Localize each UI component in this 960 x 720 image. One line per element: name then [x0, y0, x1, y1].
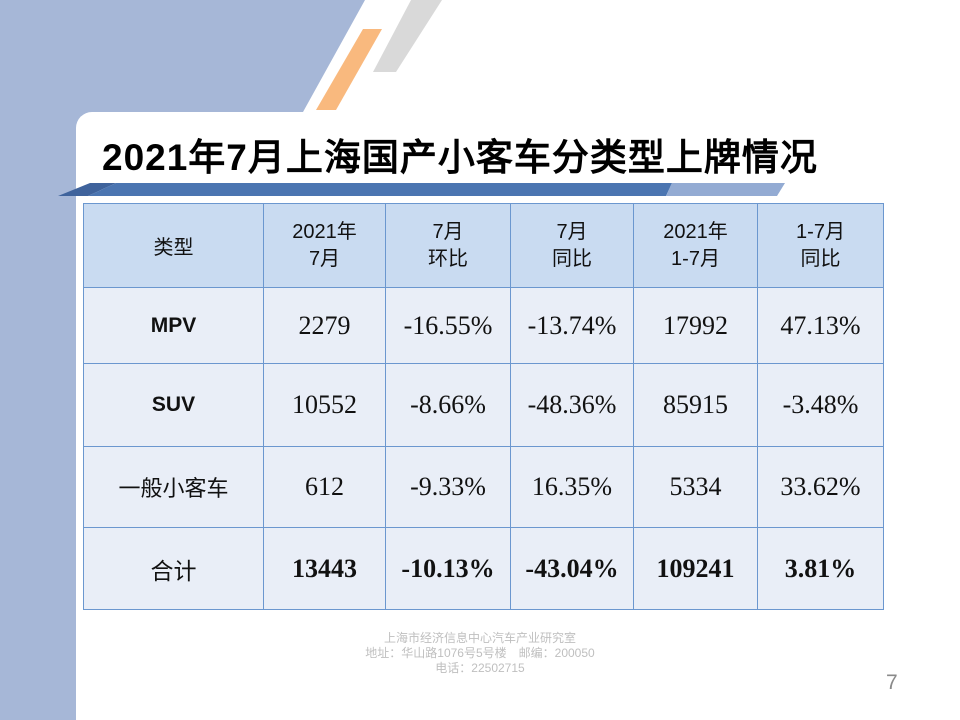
row-label: SUV — [83, 363, 264, 447]
gray-diagonal-stripe-icon — [373, 0, 442, 72]
header-label: 2021年 — [292, 220, 357, 243]
cell-value: 10552 — [263, 363, 386, 447]
header-label: 环比 — [428, 247, 468, 270]
cell-value: 2279 — [263, 287, 386, 364]
row-label: MPV — [83, 287, 264, 364]
header-cell-mom: 7月 环比 — [385, 203, 511, 288]
header-label: 7月 — [556, 220, 588, 243]
cell-value: -13.74% — [510, 287, 634, 364]
header-label: 2021年 — [663, 220, 728, 243]
footer-address-line: 地址：华山路1076号5号楼 邮编：200050 — [365, 646, 595, 660]
header-cell-type: 类型 — [83, 203, 264, 288]
cell-value: -9.33% — [385, 446, 511, 528]
header-label: 同比 — [800, 247, 841, 270]
cell-value: 16.35% — [510, 446, 634, 528]
cell-value: 5334 — [633, 446, 758, 528]
cell-value: -10.13% — [385, 527, 511, 610]
header-label: 7月 — [432, 220, 464, 243]
header-cell-yoy: 7月 同比 — [510, 203, 634, 288]
header-cell-2021-07: 2021年 7月 — [263, 203, 386, 288]
table-row-mpv: MPV 2279 -16.55% -13.74% 17992 47.13% — [83, 287, 884, 364]
cell-value: -16.55% — [385, 287, 511, 364]
registration-table: 类型 2021年 7月 7月 环比 7月 同比 2021年 1-7月 — [83, 203, 884, 610]
cell-value: -48.36% — [510, 363, 634, 447]
page-number: 7 — [886, 671, 898, 694]
footer-org-line: 上海市经济信息中心汽车产业研究室 — [383, 631, 576, 645]
row-label: 合计 — [83, 527, 264, 610]
header-label: 类型 — [153, 237, 194, 259]
cell-value: 47.13% — [757, 287, 884, 364]
header-cell-ytd-yoy: 1-7月 同比 — [757, 203, 884, 288]
table-row-total: 合计 13443 -10.13% -43.04% 109241 3.81% — [83, 527, 884, 610]
header-label: 1-7月 — [796, 220, 845, 243]
cell-value: 17992 — [633, 287, 758, 364]
cell-value: 33.62% — [757, 446, 884, 528]
orange-diagonal-stripe-icon — [316, 29, 382, 110]
header-cell-ytd: 2021年 1-7月 — [633, 203, 758, 288]
cell-value: -43.04% — [510, 527, 634, 610]
cell-value: 3.81% — [757, 527, 884, 610]
page-title: 2021年7月上海国产小客车分类型上牌情况 — [102, 137, 818, 178]
cell-value: -8.66% — [385, 363, 511, 447]
header-label: 同比 — [552, 247, 592, 270]
cell-value: 612 — [263, 446, 386, 528]
table-row-general: 一般小客车 612 -9.33% 16.35% 5334 33.62% — [83, 446, 884, 528]
cell-value: 109241 — [633, 527, 758, 610]
cell-value: 85915 — [633, 363, 758, 447]
header-label: 1-7月 — [671, 247, 720, 270]
cell-value: -3.48% — [757, 363, 884, 447]
table-row-suv: SUV 10552 -8.66% -48.36% 85915 -3.48% — [83, 363, 884, 447]
table-header-row: 类型 2021年 7月 7月 环比 7月 同比 2021年 1-7月 — [83, 203, 884, 288]
footer: 上海市经济信息中心汽车产业研究室 地址：华山路1076号5号楼 邮编：20005… — [308, 631, 652, 676]
footer-phone-line: 电话：22502715 — [435, 661, 525, 675]
header-label: 7月 — [308, 247, 341, 270]
row-label: 一般小客车 — [83, 446, 264, 528]
cell-value: 13443 — [263, 527, 386, 610]
